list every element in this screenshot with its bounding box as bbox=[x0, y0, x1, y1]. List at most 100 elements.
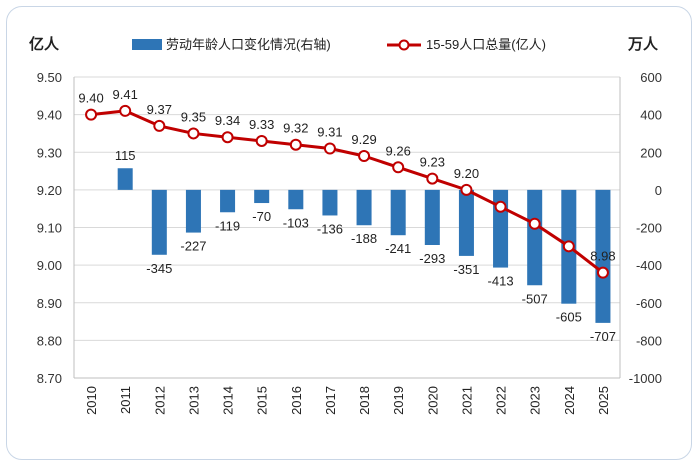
line-value-label: 9.40 bbox=[78, 91, 103, 106]
line-value-label: 9.31 bbox=[317, 124, 342, 139]
right-tick-label: 400 bbox=[640, 108, 662, 123]
line-point bbox=[460, 183, 473, 196]
left-tick-label: 9.30 bbox=[37, 145, 62, 160]
legend-line-label: 15-59人口总量(亿人) bbox=[426, 37, 546, 52]
x-tick-label: 2012 bbox=[152, 386, 167, 415]
bar-value-label: -241 bbox=[385, 241, 411, 256]
bar bbox=[424, 189, 440, 245]
x-tick-label: 2025 bbox=[596, 386, 611, 415]
right-axis: -1000 -800 -600 -400 -200 0 200 400 600 bbox=[629, 70, 662, 386]
line-point bbox=[426, 172, 439, 185]
bar bbox=[356, 189, 372, 226]
x-tick-label: 2017 bbox=[323, 386, 338, 415]
line-series bbox=[85, 104, 609, 279]
bar bbox=[220, 189, 236, 213]
x-tick-label: 2010 bbox=[84, 386, 99, 415]
right-tick-label: -600 bbox=[636, 296, 662, 311]
bar-value-label: -605 bbox=[556, 310, 582, 325]
left-tick-label: 8.70 bbox=[37, 371, 62, 386]
bar-value-label: -136 bbox=[317, 221, 343, 236]
bar bbox=[390, 189, 406, 236]
line-value-label: 9.33 bbox=[249, 117, 274, 132]
line-point bbox=[392, 161, 405, 174]
bar-value-label: -227 bbox=[180, 239, 206, 254]
right-axis-unit: 万人 bbox=[627, 36, 659, 53]
line-value-label: 9.35 bbox=[181, 109, 206, 124]
x-tick-label: 2015 bbox=[255, 386, 270, 415]
line-value-label: 9.34 bbox=[215, 113, 240, 128]
left-tick-label: 8.90 bbox=[37, 296, 62, 311]
left-axis-unit: 亿人 bbox=[29, 35, 60, 53]
bar-value-label: 115 bbox=[115, 148, 136, 163]
left-tick-label: 9.20 bbox=[37, 183, 62, 198]
bar-series bbox=[117, 168, 611, 323]
line-point bbox=[119, 104, 132, 117]
x-tick-label: 2011 bbox=[118, 386, 133, 414]
line-point bbox=[562, 240, 575, 253]
left-tick-label: 9.50 bbox=[37, 70, 62, 85]
bar bbox=[322, 189, 338, 216]
right-tick-label: 200 bbox=[640, 145, 662, 160]
line-point bbox=[153, 119, 166, 132]
x-tick-label: 2014 bbox=[221, 386, 236, 415]
line-point bbox=[255, 134, 268, 147]
line-point bbox=[187, 127, 200, 140]
right-tick-label: -400 bbox=[636, 258, 662, 273]
line-path bbox=[90, 109, 604, 274]
left-axis: 8.70 8.80 8.90 9.00 9.10 9.20 9.30 9.40 9.50 bbox=[37, 70, 62, 386]
right-tick-label: 600 bbox=[640, 70, 662, 85]
bar bbox=[151, 189, 167, 255]
bar bbox=[117, 168, 133, 190]
x-tick-label: 2013 bbox=[186, 386, 201, 415]
bar-value-label: -293 bbox=[419, 251, 445, 266]
line-value-label: 9.20 bbox=[454, 166, 479, 181]
x-axis: 2010 2011 2012 2013 2014 2015 2016 2017 2018 2019… bbox=[84, 386, 611, 415]
legend: 劳动年龄人口变化情况(右轴) 15-59人口总量(亿人) bbox=[132, 37, 546, 52]
left-tick-label: 8.80 bbox=[37, 333, 62, 348]
line-value-label: 9.26 bbox=[386, 143, 411, 158]
bar-value-label: -188 bbox=[351, 231, 377, 246]
line-point bbox=[289, 138, 302, 151]
legend-line-marker bbox=[398, 39, 410, 51]
bar bbox=[185, 189, 201, 233]
right-tick-label: 0 bbox=[655, 183, 662, 198]
bar bbox=[527, 189, 543, 286]
bar-value-label: -351 bbox=[453, 262, 479, 277]
line-value-label: 9.41 bbox=[113, 87, 138, 102]
x-tick-label: 2024 bbox=[562, 386, 577, 415]
line-value-label: 9.23 bbox=[420, 155, 445, 170]
line-value-label: 9.29 bbox=[351, 132, 376, 147]
legend-bar-swatch bbox=[132, 39, 162, 50]
x-tick-label: 2021 bbox=[459, 386, 474, 415]
bar-value-label: -507 bbox=[522, 291, 548, 306]
chart-frame bbox=[6, 6, 692, 460]
legend-bar-label: 劳动年龄人口变化情况(右轴) bbox=[166, 37, 331, 52]
bar-value-label: -70 bbox=[252, 209, 271, 224]
line-point bbox=[528, 217, 541, 230]
x-tick-label: 2022 bbox=[494, 386, 509, 415]
left-tick-label: 9.10 bbox=[37, 221, 62, 236]
line-point bbox=[358, 150, 371, 163]
x-tick-label: 2020 bbox=[425, 386, 440, 415]
right-tick-label: -1000 bbox=[629, 371, 662, 386]
bar-value-label: -345 bbox=[146, 261, 172, 276]
line-value-label: 9.32 bbox=[283, 121, 308, 136]
bar-labels: 115 -345 -227 -119 -70 -103 -136 -188 -241 -293 -3… bbox=[115, 148, 616, 344]
line-value-label: 8.98 bbox=[590, 249, 615, 264]
left-tick-label: 9.00 bbox=[37, 258, 62, 273]
x-tick-label: 2016 bbox=[289, 386, 304, 415]
bar-value-label: -103 bbox=[283, 215, 309, 230]
x-tick-label: 2019 bbox=[391, 386, 406, 415]
right-tick-label: -200 bbox=[636, 221, 662, 236]
bar-value-label: -119 bbox=[215, 218, 240, 233]
right-tick-label: -800 bbox=[636, 333, 662, 348]
line-point bbox=[85, 108, 98, 121]
x-tick-label: 2023 bbox=[528, 386, 543, 415]
x-tick-label: 2018 bbox=[357, 386, 372, 415]
line-point bbox=[494, 200, 507, 213]
line-point bbox=[596, 266, 609, 279]
bar bbox=[458, 189, 474, 256]
bar bbox=[288, 189, 304, 210]
line-point bbox=[323, 142, 336, 155]
